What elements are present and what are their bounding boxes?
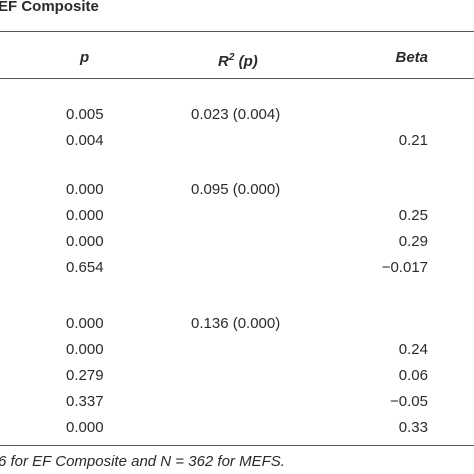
cell-p: 0.000 (66, 233, 104, 250)
header-p: p (80, 49, 90, 66)
cell-beta: 0.29 (398, 233, 428, 250)
cell-p: 0.000 (66, 181, 104, 198)
cell-p: 0.000 (66, 341, 104, 358)
cell-beta: 0.06 (398, 367, 428, 384)
cell-r2: 0.023 (0.004) (191, 106, 281, 123)
cell-beta: −0.017 (381, 259, 428, 276)
cell-beta: 0.21 (398, 132, 428, 149)
table-title: EF Composite (0, 0, 99, 15)
cell-p: 0.654 (66, 259, 104, 276)
cell-p: 0.004 (66, 132, 104, 149)
cell-beta: 0.33 (398, 419, 428, 436)
cell-p: 0.279 (66, 367, 104, 384)
cell-r2: 0.095 (0.000) (191, 181, 281, 198)
cell-p: 0.000 (66, 207, 104, 224)
cell-p: 0.005 (66, 106, 104, 123)
rule (0, 445, 474, 446)
rule (0, 78, 474, 79)
cell-beta: 0.24 (398, 341, 428, 358)
cell-beta: 0.25 (398, 207, 428, 224)
header-r2: R2 (p) (218, 49, 258, 71)
rule (0, 31, 474, 32)
r2-sup: 2 (228, 52, 235, 63)
cell-p: 0.000 (66, 419, 104, 436)
cell-beta: −0.05 (390, 393, 428, 410)
cell-p: 0.337 (66, 393, 104, 410)
cell-r2: 0.136 (0.000) (191, 315, 281, 332)
cell-p: 0.000 (66, 315, 104, 332)
r2-base: R (218, 53, 229, 70)
r2-rest: (p) (234, 53, 258, 70)
footnote: 6 for EF Composite and N = 362 for MEFS. (0, 453, 285, 470)
header-beta: Beta (395, 49, 428, 66)
